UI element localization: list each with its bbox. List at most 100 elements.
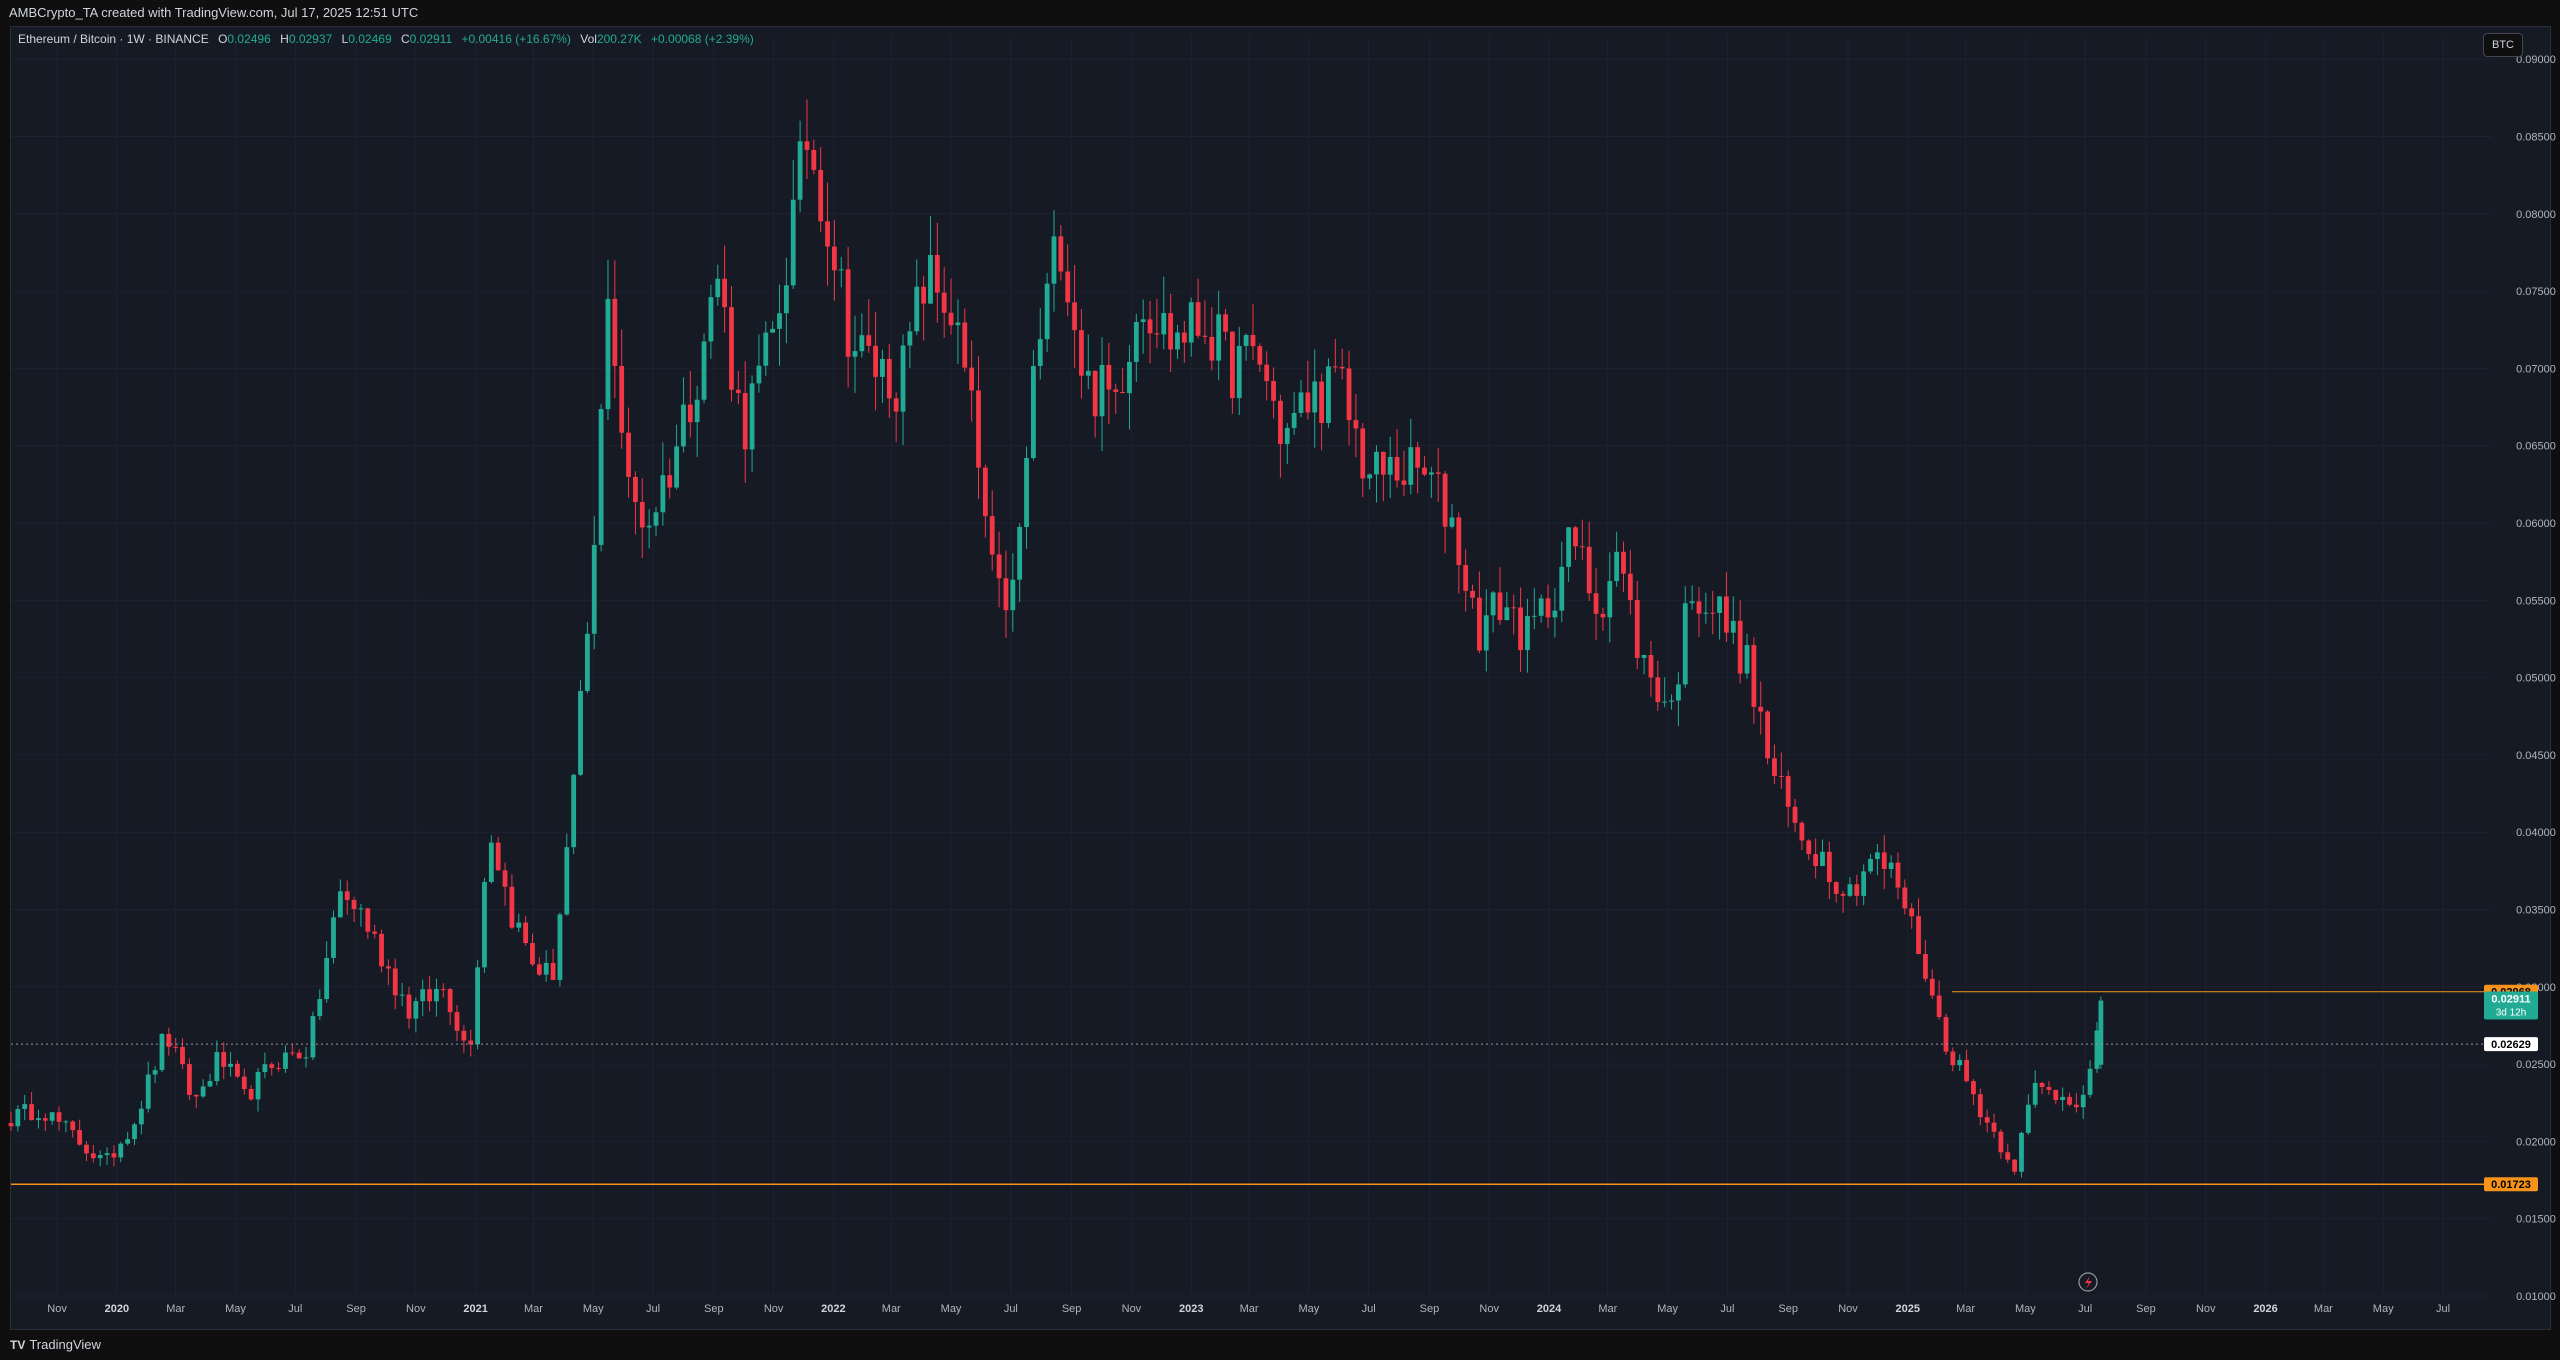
candle-down — [461, 1030, 467, 1041]
x-tick-label: Mar — [1598, 1303, 1617, 1315]
support-price-tag — [2484, 1177, 2538, 1192]
candle-up — [1662, 701, 1668, 703]
candle-down — [296, 1052, 302, 1059]
candle-down — [742, 393, 748, 450]
candle-down — [166, 1033, 172, 1047]
candle-down — [1627, 573, 1633, 600]
candle-up — [2060, 1096, 2066, 1101]
candle-up — [49, 1112, 55, 1121]
candle-down — [1696, 601, 1702, 614]
candle-down — [1264, 364, 1270, 382]
candle-up — [1888, 862, 1894, 869]
y-tick-label: 0.05000 — [2516, 673, 2556, 685]
candle-down — [447, 989, 453, 1013]
candle-up — [1010, 579, 1016, 611]
candle-down — [1792, 806, 1798, 823]
candle-up — [1312, 381, 1318, 413]
candle-down — [77, 1130, 83, 1145]
candle-up — [399, 994, 405, 996]
candle-down — [1415, 447, 1421, 468]
candle-down — [70, 1121, 76, 1131]
x-tick-label: Jul — [2078, 1303, 2092, 1315]
candle-down — [56, 1112, 62, 1122]
candle-down — [1147, 319, 1153, 334]
candle-up — [605, 298, 611, 410]
candle-down — [1380, 451, 1386, 475]
footer-bar: TV TradingView — [0, 1330, 2560, 1359]
candle-down — [8, 1123, 14, 1127]
candle-down — [1648, 655, 1654, 678]
candle-down — [1353, 420, 1359, 429]
x-tick-label: Mar — [2314, 1303, 2333, 1315]
candle-down — [1586, 546, 1592, 594]
candle-up — [310, 1016, 316, 1058]
candle-up — [475, 967, 480, 1045]
candle-up — [482, 881, 487, 968]
candle-up — [578, 690, 583, 775]
candle-up — [1284, 427, 1290, 445]
x-tick-label: 2025 — [1896, 1303, 1920, 1315]
candle-down — [1456, 517, 1462, 565]
last-price-price-label: 0.02911 — [2491, 994, 2530, 1006]
candle-down — [2053, 1089, 2059, 1101]
symbol-title[interactable]: Ethereum / Bitcoin · 1W · BINANCE — [18, 32, 209, 46]
currency-badge[interactable]: BTC — [2483, 33, 2523, 57]
candle-up — [1669, 700, 1674, 702]
candle-down — [1332, 366, 1338, 368]
candle-down — [1579, 546, 1585, 548]
tradingview-brand[interactable]: TradingView — [29, 1337, 101, 1352]
candle-up — [303, 1057, 309, 1059]
candle-up — [646, 525, 652, 528]
candle-up — [2080, 1094, 2086, 1108]
candle-up — [214, 1052, 220, 1082]
candle-down — [1422, 467, 1427, 475]
candle-up — [928, 254, 933, 304]
candle-down — [1806, 840, 1812, 855]
y-tick-label: 0.08000 — [2516, 209, 2556, 221]
candle-down — [818, 169, 824, 222]
candle-up — [955, 322, 961, 326]
candle-down — [1765, 711, 1771, 759]
candle-up — [763, 332, 769, 366]
candle-down — [427, 989, 432, 1002]
x-tick-label: Mar — [882, 1303, 901, 1315]
candle-up — [159, 1033, 165, 1071]
candle-up — [907, 331, 913, 346]
candle-down — [934, 254, 940, 293]
candle-up — [797, 141, 803, 200]
x-tick-label: Jul — [288, 1303, 302, 1315]
candle-up — [36, 1118, 41, 1121]
flash-icon-bolt — [2085, 1276, 2092, 1289]
candle-down — [1826, 851, 1832, 883]
candle-down — [1902, 887, 1908, 909]
grid-lines — [11, 36, 2492, 1297]
candle-down — [1916, 916, 1921, 955]
candle-up — [660, 475, 666, 513]
candlestick-chart[interactable]: 0.010000.015000.020000.025000.030000.035… — [0, 0, 2560, 1330]
candle-up — [262, 1064, 268, 1072]
candle-down — [1477, 597, 1482, 651]
candle-up — [1127, 361, 1132, 394]
x-tick-label: Jul — [1004, 1303, 1018, 1315]
candle-up — [838, 269, 844, 271]
candle-down — [626, 432, 631, 477]
x-tick-label: Jul — [646, 1303, 660, 1315]
candle-down — [1950, 1051, 1956, 1066]
candle-up — [2032, 1082, 2038, 1105]
candle-up — [434, 989, 439, 1002]
candle-down — [502, 870, 508, 887]
tradingview-logo-icon[interactable]: TV — [10, 1338, 26, 1352]
y-tick-label: 0.06500 — [2516, 441, 2556, 453]
x-tick-label: May — [583, 1303, 604, 1315]
x-tick-label: 2021 — [463, 1303, 487, 1315]
change-value: +0.00416 (+16.67%) — [461, 32, 571, 46]
candle-down — [1710, 612, 1716, 614]
candle-down — [996, 554, 1002, 579]
candle-down — [1785, 776, 1791, 807]
y-tick-label: 0.06000 — [2516, 518, 2556, 530]
candle-up — [1367, 474, 1373, 479]
vol-change-value: +0.00068 (+2.39%) — [651, 32, 754, 46]
reference-price-tag — [2484, 1037, 2538, 1052]
candle-down — [454, 1012, 460, 1031]
